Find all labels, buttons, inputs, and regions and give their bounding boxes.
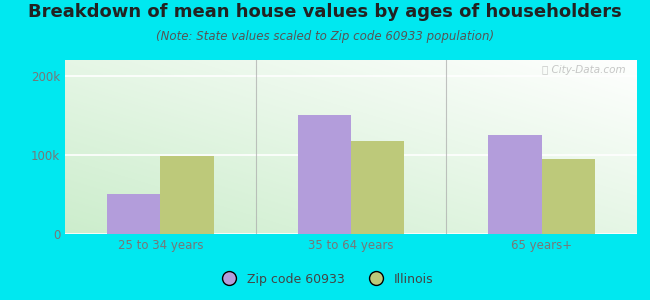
- Bar: [488, 135, 541, 234]
- Bar: [161, 157, 214, 234]
- Text: ⓘ City-Data.com: ⓘ City-Data.com: [542, 65, 625, 75]
- Legend: Zip code 60933, Illinois: Zip code 60933, Illinois: [212, 268, 438, 291]
- Text: Breakdown of mean house values by ages of householders: Breakdown of mean house values by ages o…: [28, 3, 622, 21]
- Bar: [541, 159, 595, 234]
- Bar: [298, 116, 351, 234]
- Bar: [351, 141, 404, 234]
- Text: (Note: State values scaled to Zip code 60933 population): (Note: State values scaled to Zip code 6…: [156, 30, 494, 43]
- Bar: [107, 194, 161, 234]
